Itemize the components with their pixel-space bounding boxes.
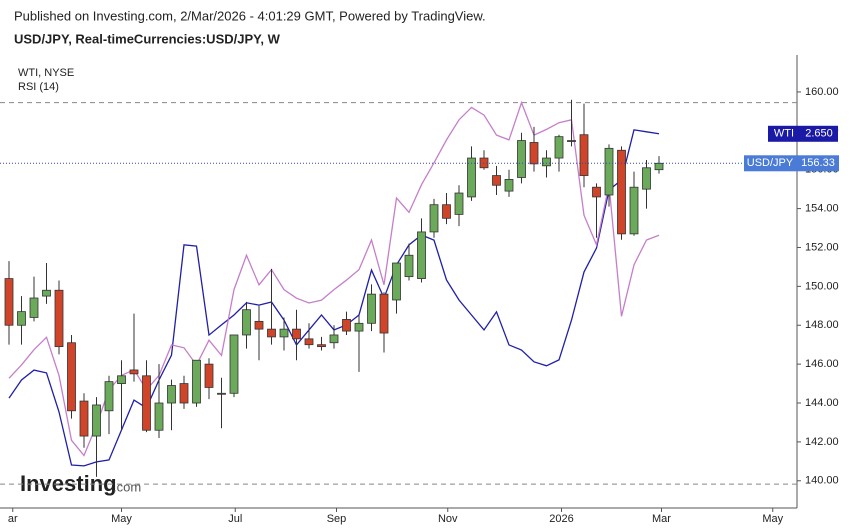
candle-body xyxy=(129,369,139,375)
candle-body xyxy=(467,157,476,198)
candle-body xyxy=(504,179,514,192)
candle-body xyxy=(17,311,26,326)
candle-body xyxy=(617,149,626,235)
candle-body xyxy=(454,192,464,215)
candle-body xyxy=(442,204,451,219)
x-tick-label: Nov xyxy=(438,513,458,525)
candle-body xyxy=(254,320,264,330)
y-tick-label: 148.00 xyxy=(805,319,839,331)
candle-body xyxy=(279,328,289,338)
candle-body xyxy=(154,402,164,431)
y-tick-label: 144.00 xyxy=(805,397,839,409)
candle-body xyxy=(654,162,664,171)
candle-body xyxy=(317,344,326,348)
candle-body xyxy=(379,293,389,334)
candle-body xyxy=(629,186,639,235)
candle-body xyxy=(79,400,89,437)
candle-body xyxy=(92,404,101,437)
candle-body xyxy=(604,147,614,196)
candle-body xyxy=(192,359,201,404)
candle-body xyxy=(142,375,151,431)
badge-value-bg xyxy=(797,155,839,172)
candle-body xyxy=(579,134,589,176)
badge-name: USD/JPY xyxy=(747,157,794,169)
y-tick-label: 152.00 xyxy=(805,241,839,253)
candle-body xyxy=(117,375,126,384)
candle-body xyxy=(429,204,439,233)
candle-body xyxy=(354,322,364,332)
x-tick-label: Mar xyxy=(652,513,671,525)
y-tick-label: 140.00 xyxy=(805,475,839,487)
candle-body xyxy=(42,289,51,297)
candle-body xyxy=(54,289,64,348)
candle-body xyxy=(4,278,14,326)
candle-body xyxy=(267,328,276,338)
candle-body xyxy=(217,392,226,395)
candle-body xyxy=(642,167,651,190)
plot-area xyxy=(0,99,797,485)
candle-body xyxy=(404,254,414,278)
y-tick-label: 160.00 xyxy=(805,86,839,98)
chart-title: Published on Investing.com, 2/Mar/2026 -… xyxy=(14,8,486,23)
y-tick-label: 154.00 xyxy=(805,202,839,214)
x-tick-label: 2026 xyxy=(549,513,573,525)
x-tick-label: Sep xyxy=(327,513,347,525)
candle-body xyxy=(204,363,214,388)
candle-body xyxy=(542,157,551,167)
badge-name-bg xyxy=(768,125,800,142)
y-tick-label: 142.00 xyxy=(805,436,839,448)
candle-body xyxy=(517,140,526,178)
candle-body xyxy=(104,381,114,412)
candle-body xyxy=(29,297,39,318)
candle-body xyxy=(342,319,351,332)
y-tick-label: 146.00 xyxy=(805,358,839,370)
legend-entry: WTI, NYSE xyxy=(18,67,74,79)
badge-value-bg xyxy=(800,125,838,142)
candle-body xyxy=(304,338,314,346)
badge-value: 2.650 xyxy=(805,128,833,140)
candle-body xyxy=(329,334,339,344)
x-tick-label: May xyxy=(111,513,132,525)
candle-body xyxy=(592,186,601,198)
badge-value: 156.33 xyxy=(801,157,835,169)
x-tick-label: Jul xyxy=(228,513,242,525)
chart-subtitle: USD/JPY, Real-timeCurrencies:USD/JPY, W xyxy=(14,31,281,46)
candle-body xyxy=(367,293,376,324)
badge-name-bg xyxy=(744,155,797,172)
candle-body xyxy=(529,142,539,165)
line-series xyxy=(8,129,660,467)
x-tick-label: ar xyxy=(8,513,18,525)
candle-body xyxy=(292,328,301,340)
logo: Investing xyxy=(20,471,117,496)
legend-entry: RSI (14) xyxy=(18,81,59,93)
candle-body xyxy=(167,385,176,404)
candle-body xyxy=(67,342,76,412)
candle-body xyxy=(417,231,426,279)
candle-body xyxy=(554,136,564,159)
x-tick-label: May xyxy=(762,513,783,525)
candle-body xyxy=(567,140,576,142)
candle-body xyxy=(229,334,239,394)
candle-body xyxy=(492,175,501,186)
candle-body xyxy=(242,309,251,336)
y-tick-label: 150.00 xyxy=(805,280,839,292)
candle-body xyxy=(179,383,189,404)
logo-suffix: .com xyxy=(113,479,141,494)
badge-name: WTI xyxy=(774,128,794,140)
candle-body xyxy=(392,262,401,301)
